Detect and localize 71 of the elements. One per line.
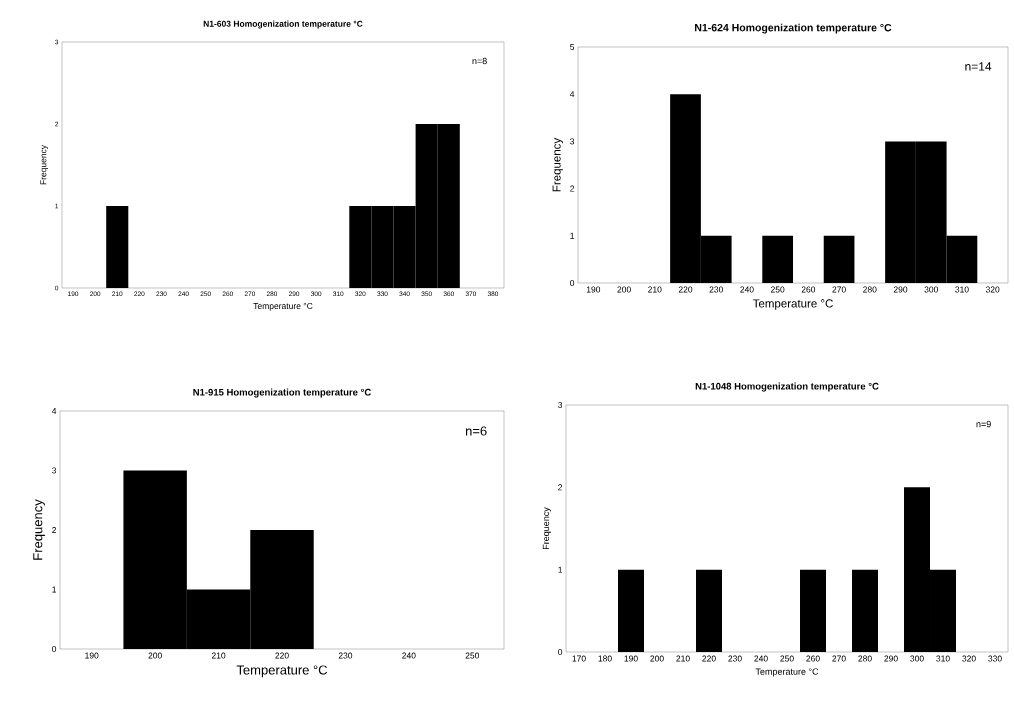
- x-tick-label: 190: [85, 652, 99, 659]
- x-tick-label: 180: [598, 655, 612, 662]
- y-tick-label: 1: [558, 566, 563, 573]
- annotation: n=14: [965, 62, 992, 71]
- x-tick-label: 330: [988, 655, 1002, 662]
- y-tick-label: 1: [52, 586, 57, 593]
- bar: [762, 235, 794, 283]
- x-tick-label: 190: [624, 655, 638, 662]
- chart-title: N1-603 Homogenization temperature °C: [203, 20, 363, 29]
- x-tick-label: 250: [465, 652, 480, 659]
- x-tick-label: 230: [728, 655, 742, 662]
- x-tick-label: 280: [858, 655, 872, 662]
- x-tick-label: 270: [832, 655, 846, 662]
- x-tick-label: 220: [275, 652, 289, 659]
- y-tick-label: 0: [52, 645, 57, 652]
- x-tick-label: 250: [780, 655, 794, 662]
- y-tick-label: 0: [570, 279, 575, 286]
- y-tick-label: 1: [570, 232, 575, 239]
- x-tick-label: 280: [863, 286, 877, 293]
- x-tick-label: 220: [678, 286, 693, 293]
- x-tick-label: 220: [702, 655, 716, 662]
- x-axis-title: Temperature °C: [236, 665, 328, 678]
- x-tick-label: 300: [924, 286, 938, 293]
- x-tick-label: 250: [770, 286, 785, 293]
- x-tick-label: 310: [936, 655, 950, 662]
- y-tick-label: 4: [569, 91, 575, 98]
- x-tick-label: 260: [801, 286, 816, 293]
- x-axis-title: Temperature °C: [752, 299, 833, 310]
- x-tick-label: 200: [617, 286, 631, 293]
- chart-title: N1-1048 Homogenization temperature °C: [695, 382, 879, 392]
- x-axis-title: Temperature °C: [755, 668, 819, 677]
- y-tick-label: 2: [52, 527, 57, 533]
- x-tick-label: 320: [985, 286, 1000, 293]
- y-axis-title: Frequency: [40, 144, 49, 185]
- y-tick-label: 0: [558, 648, 563, 655]
- x-tick-label: 230: [338, 652, 353, 659]
- x-tick-label: 200: [650, 655, 664, 662]
- y-tick-label: 2: [570, 185, 575, 192]
- y-tick-label: 2: [558, 484, 563, 491]
- chart-title: N1-624 Homogenization temperature °C: [695, 23, 892, 34]
- annotation: n=6: [465, 426, 487, 436]
- x-tick-label: 200: [148, 652, 162, 659]
- x-tick-label: 290: [884, 655, 898, 662]
- x-tick-label: 210: [211, 652, 226, 659]
- x-tick-label: 240: [402, 652, 416, 659]
- x-tick-label: 210: [648, 286, 662, 293]
- y-tick-label: 3: [558, 401, 563, 408]
- x-tick-label: 320: [962, 655, 976, 662]
- x-tick-label: 230: [709, 286, 723, 293]
- x-tick-label: 300: [910, 655, 924, 662]
- x-tick-label: 260: [806, 655, 820, 662]
- x-tick-label: 270: [832, 286, 846, 293]
- annotation: n=9: [976, 420, 991, 428]
- y-tick-label: 4: [51, 408, 57, 414]
- x-tick-label: 170: [572, 655, 586, 662]
- x-axis-title: Temperature °C: [253, 302, 313, 311]
- annotation: n=8: [472, 57, 487, 65]
- chart-title: N1-915 Homogenization temperature °C: [193, 388, 371, 398]
- y-tick-label: 5: [570, 44, 575, 50]
- x-tick-label: 240: [754, 655, 768, 662]
- x-tick-label: 190: [586, 286, 601, 293]
- y-tick-label: 3: [570, 138, 575, 145]
- x-tick-label: 290: [893, 286, 908, 293]
- x-tick-label: 210: [676, 655, 690, 662]
- bar: [823, 235, 855, 283]
- x-tick-label: 240: [740, 286, 754, 293]
- y-axis-title: Frequency: [542, 507, 551, 550]
- y-axis-title: Frequency: [33, 499, 45, 560]
- y-axis-title: Frequency: [552, 137, 563, 192]
- x-tick-label: 310: [955, 286, 969, 293]
- y-tick-label: 3: [52, 467, 57, 474]
